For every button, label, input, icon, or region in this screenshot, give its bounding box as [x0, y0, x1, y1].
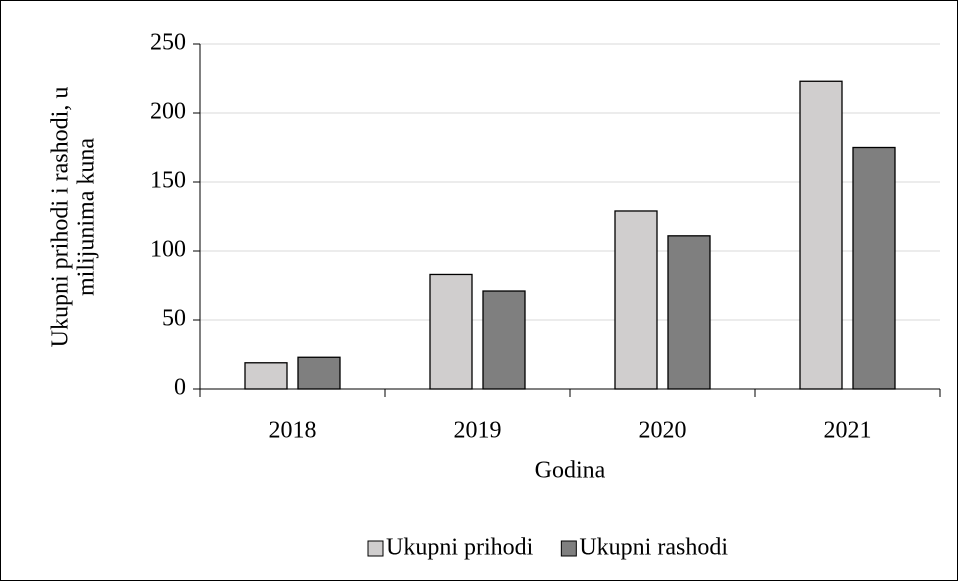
bar [297, 356, 341, 390]
legend: Ukupni prihodi Ukupni rashodi [367, 535, 728, 561]
bar [799, 80, 843, 390]
legend-swatch [560, 540, 577, 557]
y-tick-label: 100 [150, 237, 186, 263]
y-axis-label-line: milijunima kuna [74, 138, 100, 296]
y-axis-label: Ukupni prihodi i rashodi, u milijunima k… [48, 87, 100, 348]
y-tick-label: 50 [162, 306, 186, 332]
y-tick-label: 0 [174, 375, 186, 401]
x-tick-label: 2019 [454, 418, 502, 444]
y-axis-label-line: Ukupni prihodi i rashodi, u [48, 87, 74, 348]
legend-label: Ukupni rashodi [579, 535, 728, 561]
x-tick-label: 2018 [269, 418, 317, 444]
y-tick-label: 150 [150, 168, 186, 194]
bar [429, 273, 473, 390]
x-axis-label: Godina [535, 458, 606, 484]
bar [852, 146, 896, 390]
x-tick-label: 2020 [639, 418, 687, 444]
bar [244, 362, 288, 390]
bar [482, 290, 526, 390]
bar [614, 210, 658, 390]
y-tick-label: 200 [150, 99, 186, 125]
legend-label: Ukupni prihodi [386, 535, 534, 561]
bar [667, 235, 711, 390]
y-tick-label: 250 [150, 30, 186, 56]
legend-swatch [367, 540, 384, 557]
x-tick-label: 2021 [824, 418, 872, 444]
